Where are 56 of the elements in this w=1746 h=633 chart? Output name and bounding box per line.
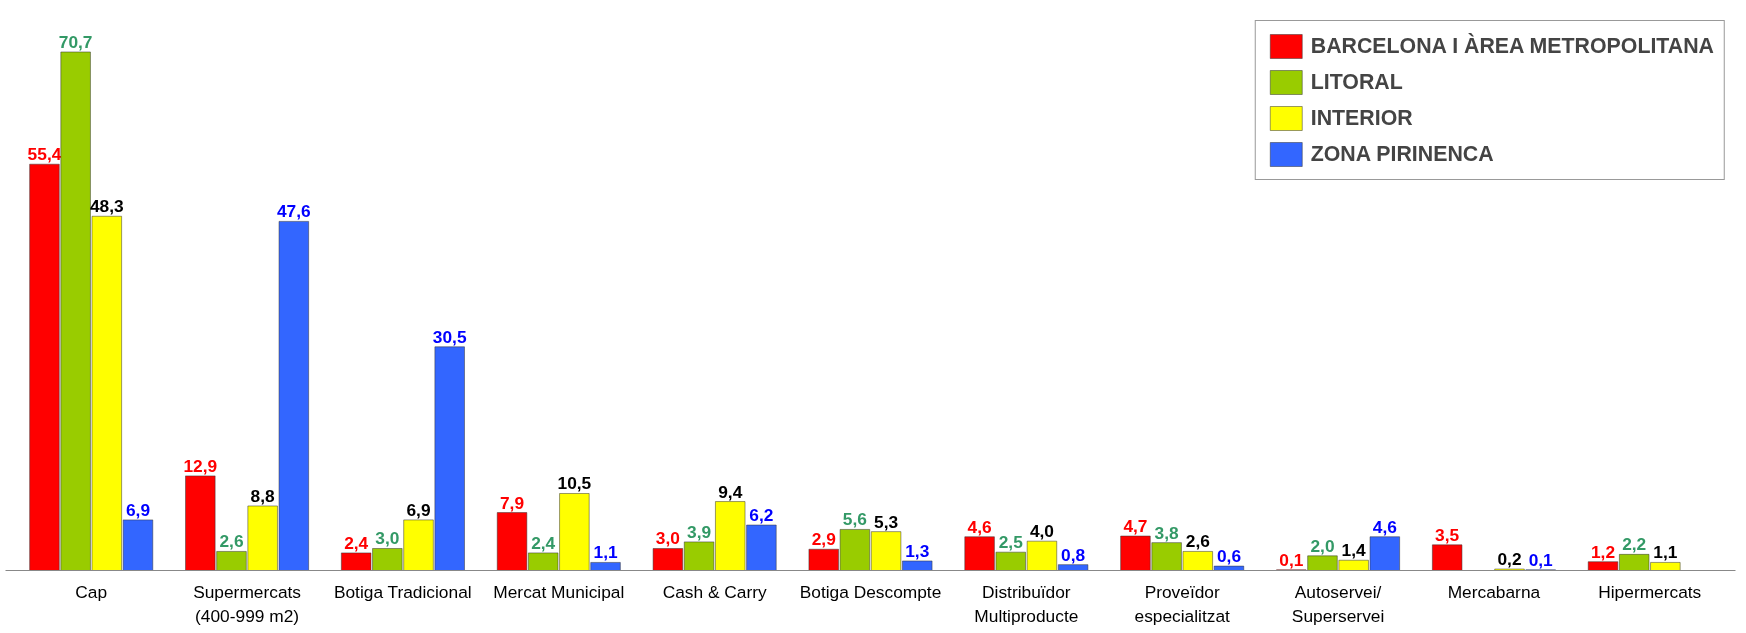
data-label: 1,1 [1653,542,1678,563]
data-label: 1,3 [905,540,930,561]
data-label: 4,6 [1372,516,1398,537]
x-tick-label: Proveïdor especialitzat [1134,581,1231,626]
data-label: 55,4 [27,144,62,165]
data-label: 3,0 [655,528,680,549]
data-label: 1,4 [1341,540,1367,561]
data-label: 10,5 [557,473,592,494]
data-label: 2,4 [531,532,556,553]
data-label: 2,5 [998,532,1024,553]
data-label: 6,2 [749,505,774,526]
data-label: 1,2 [1590,541,1616,562]
data-label: 12,9 [183,455,218,476]
legend-label: ZONA PIRINENCA [1310,141,1494,167]
data-label: 0,6 [1216,546,1242,567]
data-label: 2,4 [344,532,369,553]
x-tick-label: Supermercats (400-999 m2) [193,581,302,626]
x-tick-label: Botiga Tradicional [333,581,472,602]
data-label: 2,6 [219,531,244,552]
data-label: 1,1 [593,542,618,563]
data-label: 2,2 [1622,534,1647,555]
x-tick-label: Autoservei/ Superservei [1291,581,1385,626]
x-tick-label: Botiga Descompte [799,581,942,602]
data-label: 3,9 [687,521,712,542]
data-label: 5,6 [842,509,868,530]
data-label: 6,9 [406,499,431,520]
legend-label: BARCELONA I ÀREA METROPOLITANA [1310,33,1714,59]
data-label: 47,6 [276,201,312,222]
x-tick-label: Distribuïdor Multiproducte [974,581,1079,626]
data-label: 30,5 [432,326,467,347]
data-label: 6,9 [125,499,151,520]
data-label: 4,6 [967,516,993,537]
data-label: 70,7 [58,31,93,52]
data-label: 3,0 [375,528,400,549]
data-label: 9,4 [718,481,743,502]
legend-label: LITORAL [1310,69,1403,95]
data-label: 3,5 [1435,524,1460,545]
x-tick-label: Cash & Carry [662,581,767,602]
data-label: 0,8 [1061,544,1086,565]
data-label: 4,0 [1029,521,1054,542]
data-label: 8,8 [250,485,276,506]
x-tick-label: Hipermercats [1598,581,1702,602]
data-label: 7,9 [499,492,525,513]
x-tick-label: Mercabarna [1447,581,1541,602]
data-label: 2,6 [1185,531,1211,552]
x-tick-label: Cap [75,581,108,602]
data-label: 0,2 [1497,549,1522,570]
data-label: 0,1 [1279,549,1304,570]
data-label: 4,7 [1123,516,1148,537]
data-label: 2,0 [1310,535,1335,556]
data-label: 2,9 [811,529,836,550]
data-label: 0,1 [1528,549,1554,570]
legend-label: INTERIOR [1310,105,1413,131]
data-label: 3,8 [1154,522,1180,543]
x-tick-label: Mercat Municipal [493,581,625,602]
data-label: 5,3 [874,511,899,532]
